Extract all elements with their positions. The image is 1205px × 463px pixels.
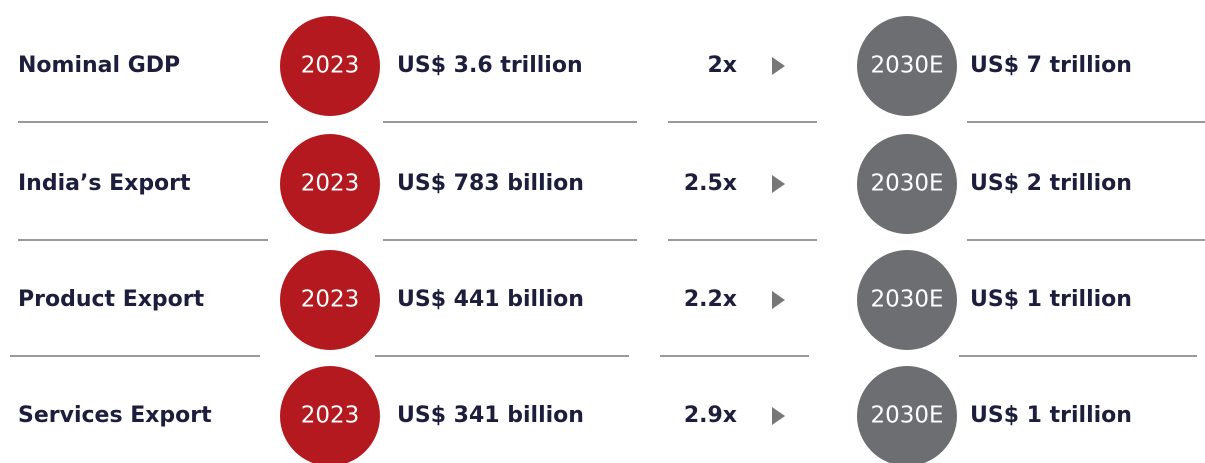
multiplier: 2x	[708, 53, 738, 78]
value-to: US$ 1 trillion	[970, 403, 1132, 428]
year-to-circle	[857, 134, 957, 234]
value-from: US$ 441 billion	[397, 287, 584, 312]
year-from: 2023	[301, 287, 360, 313]
multiplier: 2.9x	[684, 403, 737, 428]
row-label: India’s Export	[18, 171, 191, 196]
value-to: US$ 7 trillion	[970, 53, 1132, 78]
value-from: US$ 341 billion	[397, 403, 584, 428]
value-from: US$ 3.6 trillion	[397, 53, 583, 78]
arrow	[772, 291, 785, 309]
arrow	[772, 57, 785, 75]
year-to: 2030E	[870, 53, 943, 79]
value-to: US$ 2 trillion	[970, 171, 1132, 196]
year-from: 2023	[301, 403, 360, 429]
year-from-circle	[280, 250, 380, 350]
year-from-circle	[280, 16, 380, 116]
value-from: US$ 783 billion	[397, 171, 584, 196]
year-to-circle	[857, 366, 957, 463]
multiplier: 2.5x	[684, 171, 737, 196]
year-to: 2030E	[870, 403, 943, 429]
arrow	[772, 407, 785, 425]
row-label: Services Export	[18, 403, 212, 428]
value-to: US$ 1 trillion	[970, 287, 1132, 312]
arrow	[772, 175, 785, 193]
year-to-circle	[857, 16, 957, 116]
year-to: 2030E	[870, 171, 943, 197]
year-from-circle	[280, 366, 380, 463]
multiplier: 2.2x	[684, 287, 737, 312]
year-from: 2023	[301, 53, 360, 79]
year-from: 2023	[301, 171, 360, 197]
year-to: 2030E	[870, 287, 943, 313]
year-from-circle	[280, 134, 380, 234]
row-label: Nominal GDP	[18, 53, 180, 78]
row-label: Product Export	[18, 287, 205, 312]
year-to-circle	[857, 250, 957, 350]
